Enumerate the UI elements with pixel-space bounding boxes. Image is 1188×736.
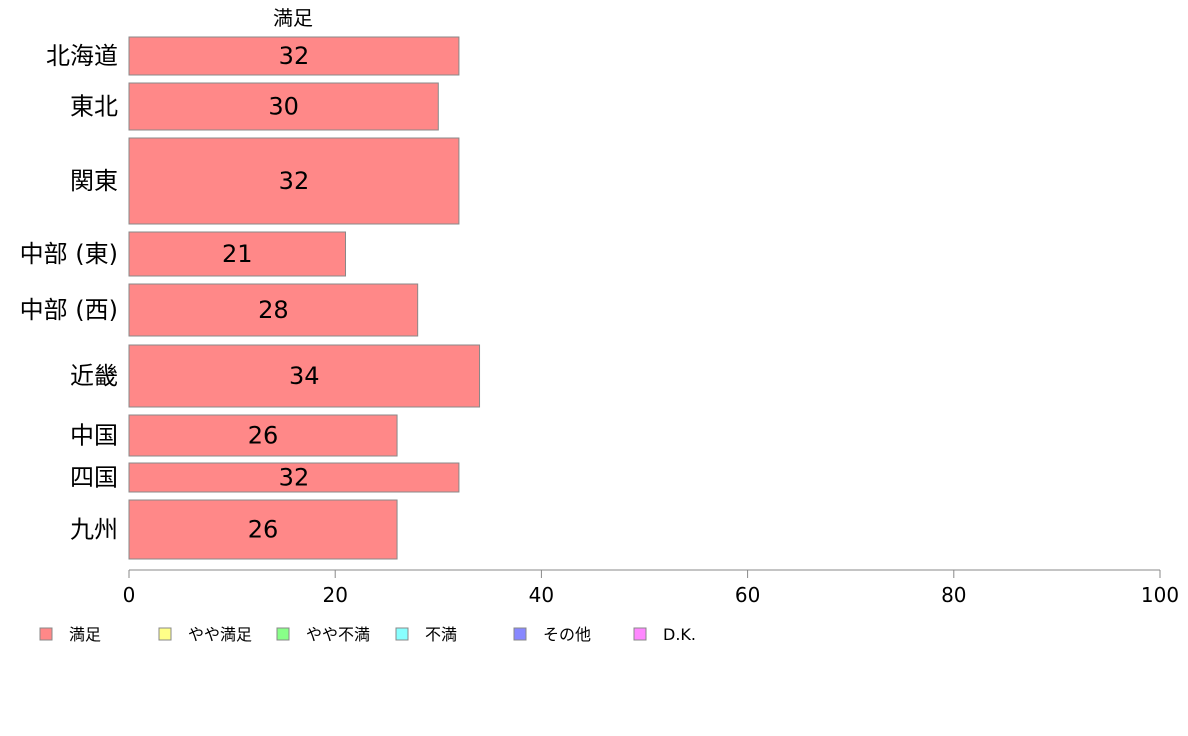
legend-label: 不満	[425, 625, 457, 644]
legend: 満足 やや満足 やや不満 不満 その他 D.K.	[39, 625, 696, 644]
bar	[128, 231, 347, 277]
bar	[128, 344, 481, 408]
x-tick-label: 40	[529, 583, 554, 607]
legend-label: その他	[543, 625, 591, 644]
bar	[128, 462, 460, 493]
x-axis: 0 20 40 60 80 100	[123, 569, 1179, 607]
category-label: 中部 (西)	[20, 296, 118, 324]
category-label: 九州	[70, 516, 118, 544]
value-label: 32	[279, 464, 310, 492]
x-tick-label: 60	[735, 583, 760, 607]
value-label: 28	[258, 296, 289, 324]
value-label: 32	[279, 42, 310, 70]
category-label: 北海道	[46, 42, 118, 70]
bar	[128, 137, 460, 225]
bar	[128, 82, 439, 131]
value-label: 26	[248, 516, 279, 544]
x-tick-label: 80	[941, 583, 966, 607]
bar	[128, 283, 419, 337]
category-label: 中部 (東)	[20, 240, 118, 268]
value-label: 26	[248, 422, 279, 450]
value-label: 34	[289, 362, 320, 390]
x-tick-label: 100	[1141, 583, 1179, 607]
bar	[128, 499, 398, 560]
legend-swatch	[158, 627, 172, 641]
category-label: 近畿	[70, 362, 118, 390]
value-label: 21	[222, 240, 253, 268]
bars-group: 北海道 32 東北 30 関東 32 中部 (東) 21 中部 (西) 28 近畿 34 中国 26 四国 3…	[20, 36, 481, 560]
legend-label: やや満足	[188, 625, 252, 644]
legend-swatch	[39, 627, 53, 641]
legend-label: 満足	[69, 625, 101, 644]
category-label: 東北	[70, 93, 118, 121]
category-label: 関東	[70, 167, 118, 195]
legend-swatch	[513, 627, 527, 641]
legend-swatch	[395, 627, 409, 641]
category-label: 中国	[70, 422, 118, 450]
value-label: 32	[279, 167, 310, 195]
legend-swatch	[633, 627, 647, 641]
legend-swatch	[276, 627, 290, 641]
value-label: 30	[268, 93, 299, 121]
x-tick-label: 0	[123, 583, 136, 607]
legend-label: D.K.	[663, 625, 696, 644]
bar	[128, 36, 460, 76]
x-tick-label: 20	[322, 583, 347, 607]
category-label: 四国	[70, 464, 118, 492]
legend-label: やや不満	[306, 625, 370, 644]
series-title: 満足	[273, 6, 313, 30]
bar	[128, 414, 398, 457]
